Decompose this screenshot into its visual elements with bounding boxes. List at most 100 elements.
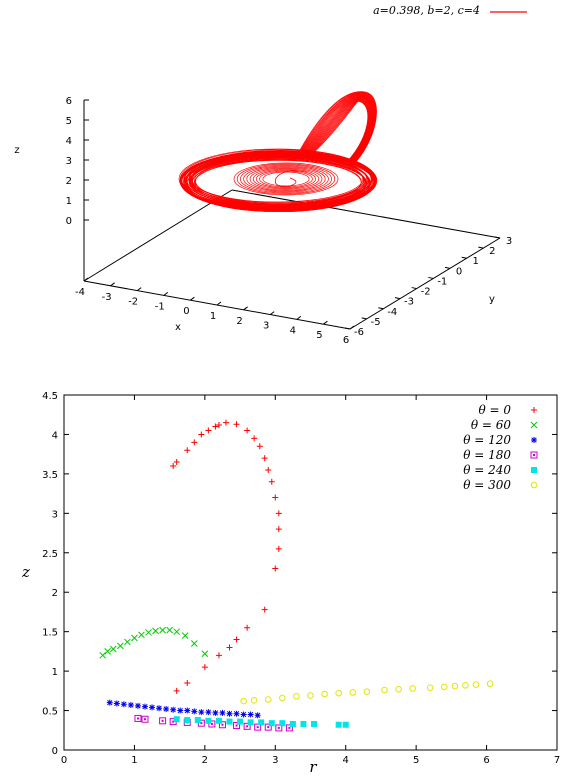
y-3d-tick-label: 0 [456,266,462,277]
y-tick-label: 3 [52,509,58,520]
series-5-point [250,697,258,704]
attractor-inner-loop [259,170,313,188]
y-3d-tick-mark [461,256,467,259]
x-3d-tick-label: -3 [102,292,112,303]
series-0-point [272,565,279,572]
y-3d-tick-label: -4 [387,307,397,318]
series-5-point [264,696,272,703]
series-4-point [173,716,180,723]
x-tick-label: 6 [483,755,489,766]
z-3d-tick-label: 5 [66,116,72,127]
series-2-point [212,709,219,716]
series-3-point [218,721,226,729]
series-2-point [170,706,177,713]
series-5-point [426,684,434,691]
series-2-point [113,700,120,707]
attractor-loop [194,160,362,206]
series-4-point [194,717,201,724]
series-4-point [289,720,296,727]
y-3d-tick-label: 2 [489,246,495,257]
series-2-point [127,702,134,709]
series-5-point [462,682,469,689]
series-0-point [215,421,222,428]
x-3d-tick-mark [190,296,195,301]
x-tick-label: 0 [61,755,67,766]
attractor-legend-label: a=0.398, b=2, c=4 [373,4,480,17]
series-5-point [279,694,286,702]
legend-marker [530,421,538,429]
y-3d-tick-mark [494,236,501,239]
series-2-point [120,701,127,708]
series-4-point [237,718,244,725]
series-4-point [258,719,265,726]
series-5-point [409,685,416,692]
series-0-point [265,466,272,473]
x-3d-tick-mark [296,315,302,320]
series-0-point [261,455,268,462]
x-3d-tick-label: 1 [210,311,216,322]
series-1-point [99,651,107,659]
x-3d-tick-mark [323,320,328,325]
x-axis-3d-label: x [175,322,181,333]
x-3d-tick-label: 3 [263,321,269,332]
series-4-point [335,721,342,728]
series-2-point [191,708,198,715]
series-1-point [104,648,112,655]
series-2-point [184,707,191,714]
x-3d-tick-label: 4 [290,325,296,336]
x-tick-label: 1 [131,755,137,766]
series-1-point [166,626,173,634]
series-4-point [300,720,307,727]
series-2-point [163,705,170,712]
series-0-point [201,664,208,671]
attractor-inner-loop [252,168,320,190]
series-2-point [177,707,184,714]
plot-frame [63,394,558,751]
y-tick-label: 2 [52,588,58,599]
series-1-point [201,650,209,658]
series-5-point [363,688,371,695]
series-0-point [233,421,240,428]
series-3-point [285,724,293,732]
attractor-inner-loop [243,165,329,193]
attractor-loop [190,155,364,203]
y-tick-label: 0 [52,746,58,757]
series-0-point [233,636,240,643]
y-3d-tick-label: -6 [354,327,364,338]
y-3d-tick-mark [378,307,384,310]
y-3d-tick-mark [411,287,417,290]
legend-marker [531,407,537,413]
attractor-edge [179,150,377,212]
series-0-point [272,494,279,501]
series-0-point [198,431,205,438]
x-tick-label: 3 [272,755,278,766]
series-3-point [141,715,149,723]
series-4-point [226,718,233,725]
series-0-point [275,545,282,552]
y-axis-ticks: 0 0.5 1 1.5 2 2.5 3 3.5 4 4.5 [42,391,557,757]
attractor-inner-loop [240,164,332,194]
series-4-point [247,719,254,726]
x-3d-tick-mark [163,291,169,296]
series-3-point [159,717,167,725]
x-3d-tick-mark [83,277,89,282]
series-0-point [244,427,251,434]
series-1-point [190,640,198,647]
x-axis-label: r [309,758,317,776]
series-2-point [240,711,247,718]
series-5-point [307,692,314,699]
z-axis-3d-label: z [14,145,19,156]
series-1-point [138,631,145,639]
attractor-spiral [274,170,307,187]
attractor-inner-loop [249,167,323,191]
z-3d-tick-label: 1 [66,196,72,207]
series-2-point [254,712,261,719]
x-3d-tick-mark [243,306,248,311]
y-axis-3d-label: y [489,294,495,305]
series-2-point [141,703,148,710]
y-3d-tick-mark [478,246,484,249]
attractor-trajectory [178,91,378,213]
y-3d-tick-label: -3 [404,297,414,308]
